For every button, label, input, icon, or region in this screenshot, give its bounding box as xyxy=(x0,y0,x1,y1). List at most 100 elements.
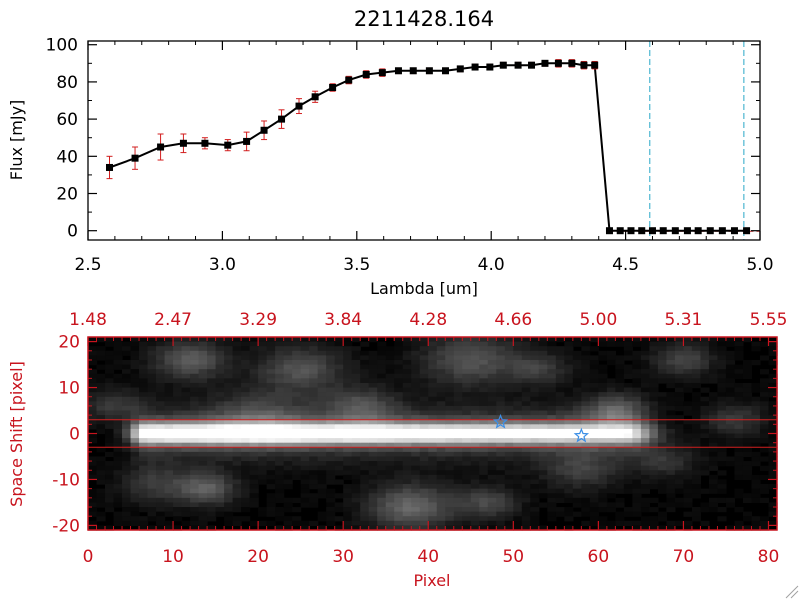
image-pixel xyxy=(496,479,506,485)
image-pixel xyxy=(598,507,608,513)
image-pixel xyxy=(666,359,676,366)
image-pixel xyxy=(504,447,514,453)
image-pixel xyxy=(734,415,744,421)
image-pixel xyxy=(326,410,336,416)
image-pixel xyxy=(496,447,506,453)
data-point xyxy=(295,102,303,110)
image-pixel xyxy=(419,387,429,393)
image-pixel xyxy=(377,474,387,481)
image-pixel xyxy=(742,451,753,458)
image-pixel xyxy=(436,461,446,467)
image-pixel xyxy=(479,438,489,444)
image-pixel xyxy=(241,465,251,471)
image-pixel xyxy=(207,438,217,444)
image-pixel xyxy=(598,516,608,522)
image-pixel xyxy=(683,511,693,517)
image-pixel xyxy=(572,392,582,398)
image-pixel xyxy=(402,447,412,453)
data-point xyxy=(179,139,187,147)
image-pixel xyxy=(632,387,642,393)
image-pixel xyxy=(581,488,591,494)
image-pixel xyxy=(173,392,183,398)
image-pixel xyxy=(88,369,98,375)
image-pixel xyxy=(360,369,370,375)
image-pixel xyxy=(700,424,710,430)
image-pixel xyxy=(615,337,625,343)
image-pixel xyxy=(428,369,438,375)
image-pixel xyxy=(632,410,642,416)
image-pixel xyxy=(453,516,463,522)
image-pixel xyxy=(640,355,651,361)
image-pixel xyxy=(139,373,149,379)
image-pixel xyxy=(445,442,455,448)
image-pixel xyxy=(377,447,387,453)
image-pixel xyxy=(198,442,208,448)
image-pixel xyxy=(411,507,421,513)
image-pixel xyxy=(377,470,387,476)
image-pixel xyxy=(343,511,353,517)
image-pixel xyxy=(521,493,531,499)
image-pixel xyxy=(521,369,531,375)
image-pixel xyxy=(198,465,208,471)
image-pixel xyxy=(717,346,727,352)
image-pixel xyxy=(768,451,778,458)
image-pixel xyxy=(360,470,370,476)
image-pixel xyxy=(751,415,761,421)
image-pixel xyxy=(768,438,778,444)
image-pixel xyxy=(445,516,455,522)
image-pixel xyxy=(470,405,480,412)
image-pixel xyxy=(666,369,676,375)
image-pixel xyxy=(411,373,421,379)
image-pixel xyxy=(487,502,497,508)
image-pixel xyxy=(538,470,548,476)
image-pixel xyxy=(326,355,336,361)
image-pixel xyxy=(139,364,149,370)
image-pixel xyxy=(453,419,463,425)
image-pixel xyxy=(411,442,421,448)
image-pixel xyxy=(164,470,174,476)
image-pixel xyxy=(521,474,531,481)
image-pixel xyxy=(198,378,208,384)
image-pixel xyxy=(156,419,166,425)
image-pixel xyxy=(207,415,217,421)
image-pixel xyxy=(530,502,540,508)
image-pixel xyxy=(317,355,327,361)
image-pixel xyxy=(368,405,378,412)
image-pixel xyxy=(368,465,378,471)
image-pixel xyxy=(700,456,710,462)
image-pixel xyxy=(572,474,582,481)
image-pixel xyxy=(683,456,693,462)
resize-grip-icon[interactable] xyxy=(785,585,799,599)
image-pixel xyxy=(300,493,310,499)
image-pixel xyxy=(411,479,421,485)
image-pixel xyxy=(224,355,234,361)
image-pixel xyxy=(130,419,140,425)
image-pixel xyxy=(504,341,514,347)
image-pixel xyxy=(139,396,149,402)
image-pixel xyxy=(479,364,489,370)
image-pixel xyxy=(530,474,540,481)
image-pixel xyxy=(402,520,412,527)
image-pixel xyxy=(368,520,378,527)
image-pixel xyxy=(411,502,421,508)
image-pixel xyxy=(657,516,668,522)
image-pixel xyxy=(96,346,106,352)
image-pixel xyxy=(139,507,149,513)
image-pixel xyxy=(691,461,702,467)
image-pixel xyxy=(173,350,183,356)
image-pixel xyxy=(768,433,778,439)
image-pixel xyxy=(513,355,523,361)
image-pixel xyxy=(496,355,506,361)
image-pixel xyxy=(122,373,132,379)
image-pixel xyxy=(139,410,149,416)
image-pixel xyxy=(181,456,191,462)
image-pixel xyxy=(215,364,225,370)
image-pixel xyxy=(649,337,659,343)
image-pixel xyxy=(530,378,540,384)
image-pixel xyxy=(249,341,259,347)
data-point xyxy=(718,227,726,235)
image-pixel xyxy=(632,337,642,343)
image-pixel xyxy=(190,373,200,379)
image-pixel xyxy=(343,484,353,490)
image-pixel xyxy=(640,474,651,481)
